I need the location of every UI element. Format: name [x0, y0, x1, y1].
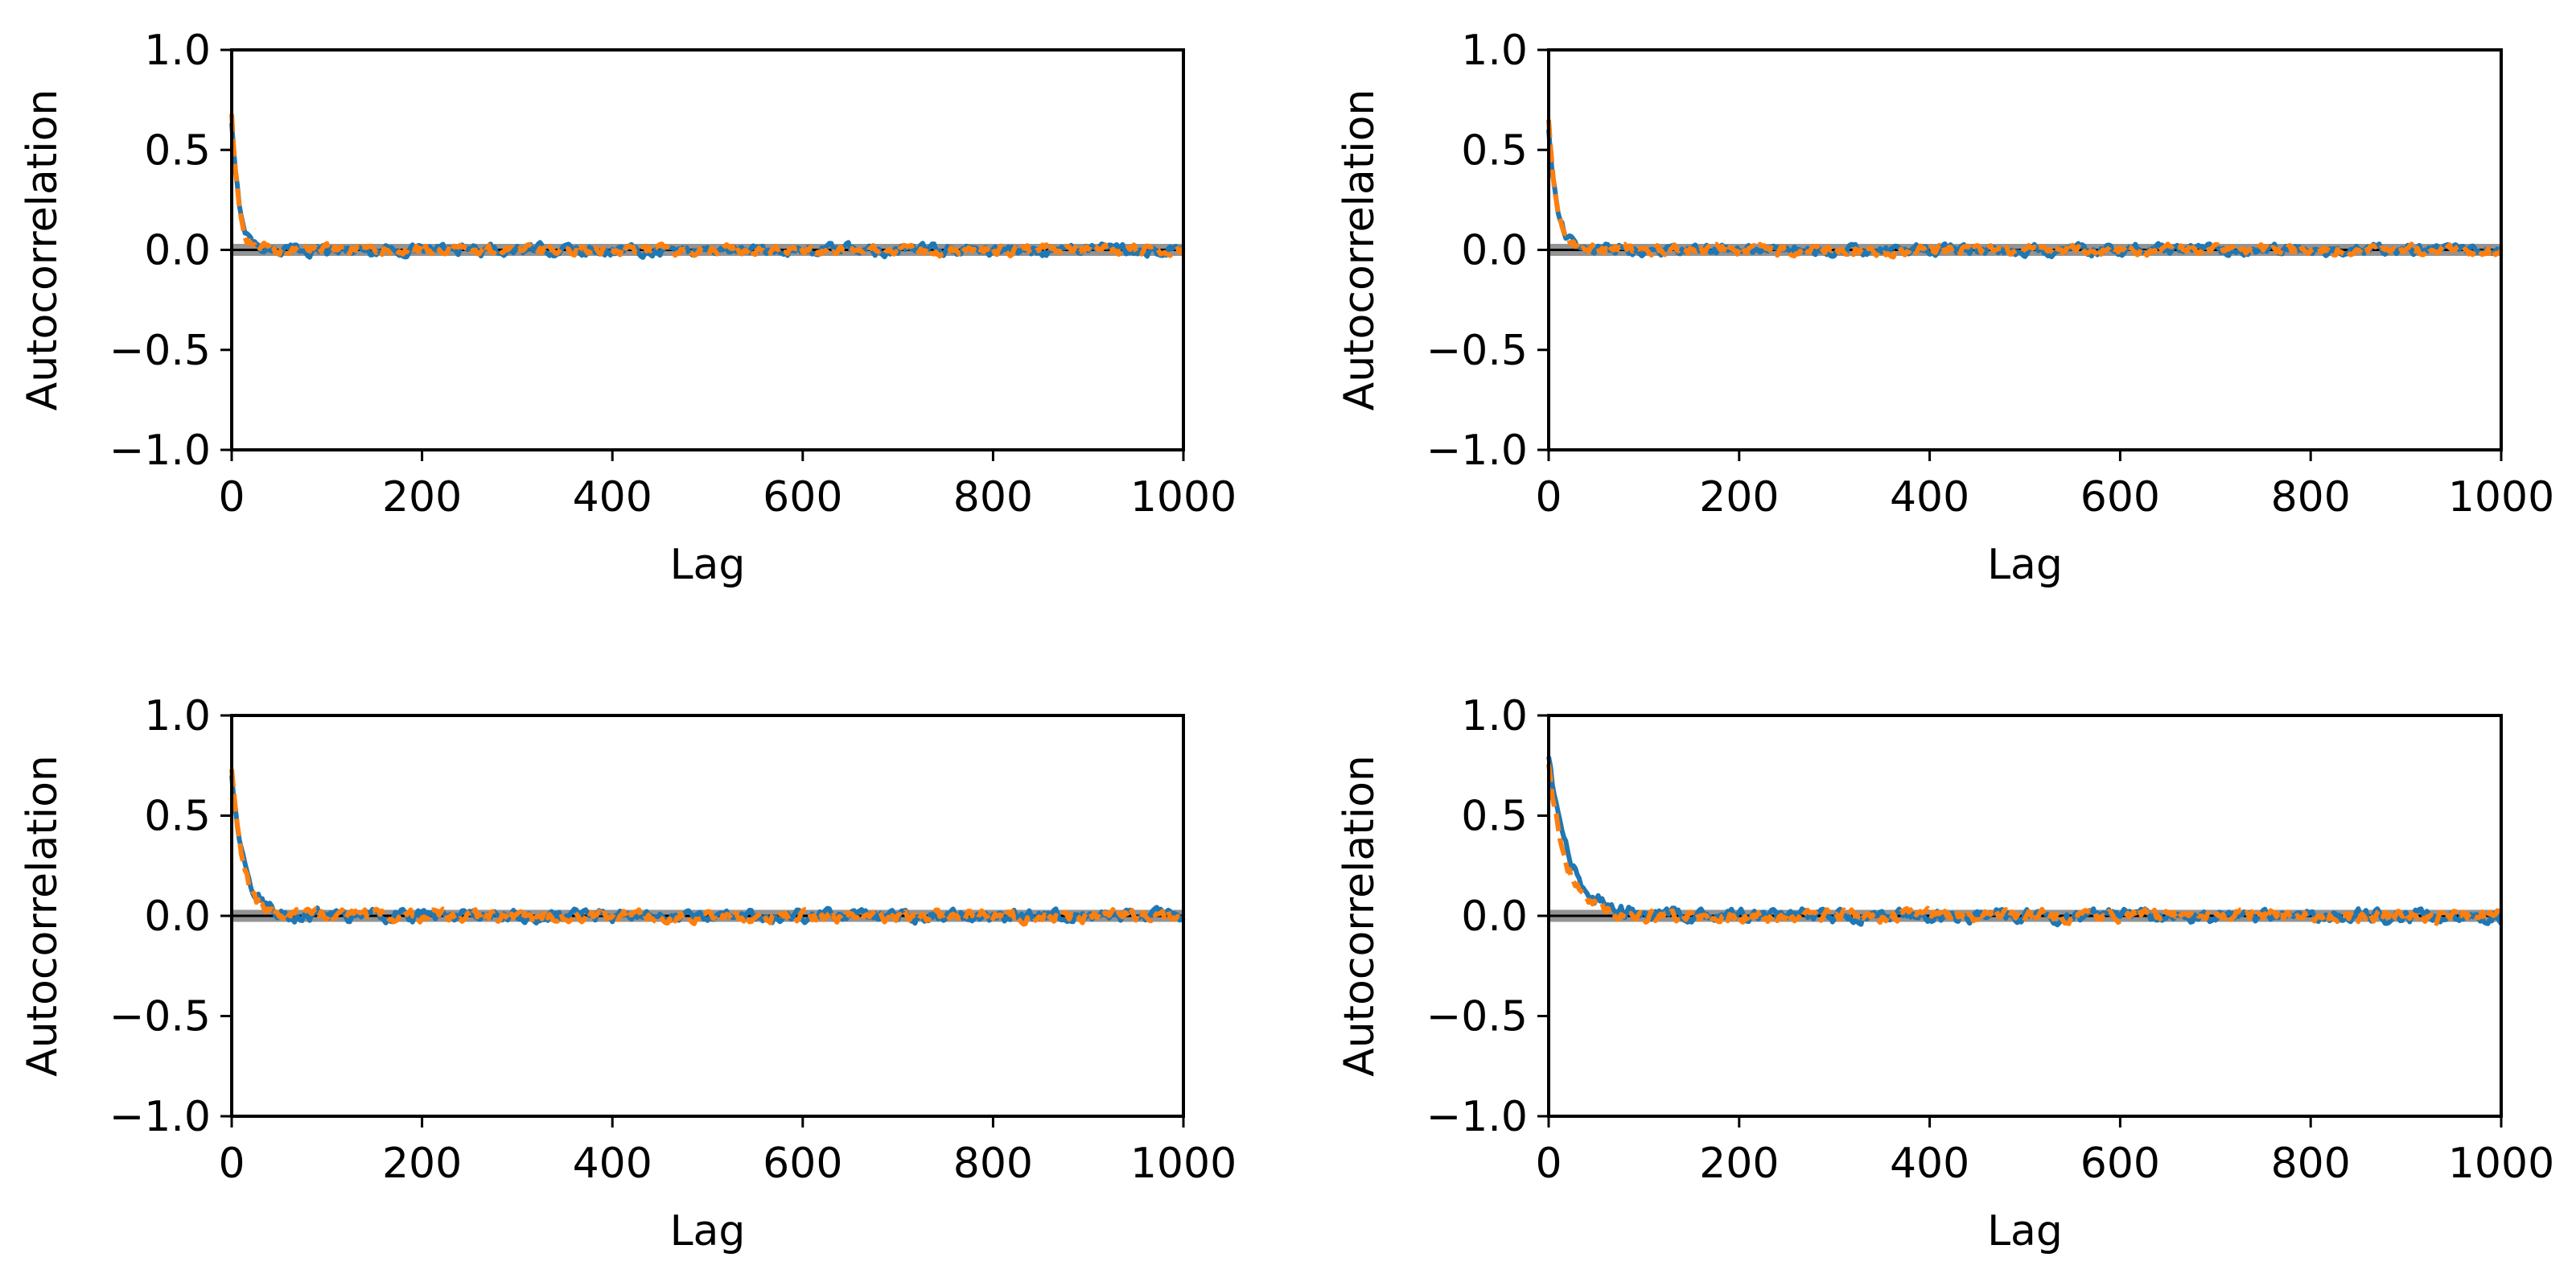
x-tick-label: 200: [1699, 1140, 1779, 1188]
y-tick-label: 0.0: [1461, 893, 1528, 941]
x-tick-label: 200: [382, 1140, 462, 1188]
x-axis-label: Lag: [1987, 541, 2063, 589]
x-axis-label: Lag: [670, 1207, 746, 1255]
x-tick-label: 0: [218, 473, 245, 522]
x-tick-label: 1000: [2448, 473, 2554, 522]
x-tick-label: 600: [2080, 473, 2160, 522]
y-tick-label: 0.5: [1461, 126, 1528, 175]
series-line-2: [1546, 764, 2504, 926]
y-tick-label: −0.5: [1426, 993, 1528, 1041]
x-tick-label: 400: [573, 1140, 652, 1188]
x-tick-label: 400: [1890, 1140, 1969, 1188]
series-line-1: [229, 122, 1186, 260]
x-tick-label: 0: [218, 1140, 245, 1188]
series-line-1: [1546, 129, 2502, 259]
x-tick-label: 800: [2271, 473, 2351, 522]
y-tick-label: 0.0: [144, 227, 211, 275]
x-tick-label: 800: [2271, 1140, 2351, 1188]
series-line-1: [229, 775, 1186, 926]
y-axis-label: Autocorrelation: [19, 755, 67, 1077]
x-tick-label: 600: [2080, 1140, 2160, 1188]
y-tick-label: 0.5: [144, 793, 211, 841]
y-tick-label: −1.0: [109, 1093, 211, 1141]
series-line-2: [229, 113, 1186, 259]
y-tick-label: 1.0: [1461, 27, 1528, 75]
y-axis-label: Autocorrelation: [19, 89, 67, 411]
y-tick-label: −1.0: [1426, 427, 1528, 475]
y-axis-label: Autocorrelation: [1335, 89, 1384, 411]
x-tick-label: 0: [1535, 473, 1562, 522]
chart-panel-top-left: 0 200 400 600 800 1000 −1.0 −0.5 0.0 0.5 1.0 Lag Aut…: [19, 27, 1237, 589]
x-tick-label: 200: [1699, 473, 1779, 522]
x-tick-label: 0: [1535, 1140, 1562, 1188]
chart-panel-top-right: 0 200 400 600 800 1000 −1.0 −0.5 0.0 0.5 1.0 Lag Aut…: [1335, 27, 2554, 589]
y-tick-label: 0.5: [1461, 793, 1528, 841]
y-tick-label: −0.5: [1426, 327, 1528, 375]
x-tick-label: 400: [1890, 473, 1969, 522]
y-tick-label: −0.5: [109, 993, 211, 1041]
y-tick-label: 0.0: [1461, 227, 1528, 275]
series-line-2: [229, 769, 1186, 927]
x-axis-label: Lag: [1987, 1207, 2063, 1255]
x-tick-label: 1000: [1130, 473, 1237, 522]
chart-panel-bottom-left: 0 200 400 600 800 1000 −1.0 −0.5 0.0 0.5 1.0 Lag Aut…: [19, 692, 1237, 1255]
y-tick-label: −1.0: [1426, 1093, 1528, 1141]
y-axis-label: Autocorrelation: [1335, 755, 1384, 1077]
y-tick-label: −1.0: [109, 427, 211, 475]
y-tick-label: 1.0: [144, 27, 211, 75]
x-tick-label: 400: [573, 473, 652, 522]
y-tick-label: 0.0: [144, 893, 211, 941]
chart-panel-bottom-right: 0 200 400 600 800 1000 −1.0 −0.5 0.0 0.5 1.0 Lag Aut…: [1335, 692, 2554, 1255]
y-tick-label: 1.0: [1461, 692, 1528, 740]
x-tick-label: 1000: [2448, 1140, 2554, 1188]
series-line-2: [1546, 119, 2504, 260]
y-tick-label: 0.5: [144, 126, 211, 175]
y-tick-label: 1.0: [144, 692, 211, 740]
x-tick-label: 800: [953, 1140, 1033, 1188]
x-tick-label: 800: [953, 473, 1033, 522]
x-axis-label: Lag: [670, 541, 746, 589]
y-tick-label: −0.5: [109, 327, 211, 375]
x-tick-label: 600: [763, 1140, 842, 1188]
x-tick-label: 600: [763, 473, 842, 522]
x-tick-label: 200: [382, 473, 462, 522]
x-tick-label: 1000: [1130, 1140, 1237, 1188]
series-line-1: [1546, 756, 2504, 928]
